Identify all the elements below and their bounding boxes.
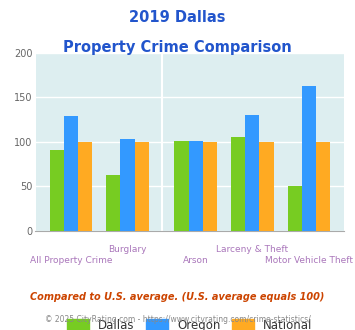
Legend: Dallas, Oregon, National: Dallas, Oregon, National	[67, 319, 312, 330]
Bar	[288, 186, 302, 231]
Bar	[316, 142, 330, 231]
Bar	[64, 116, 78, 231]
Text: © 2025 CityRating.com - https://www.cityrating.com/crime-statistics/: © 2025 CityRating.com - https://www.city…	[45, 315, 310, 324]
Bar	[260, 142, 274, 231]
Text: Motor Vehicle Theft: Motor Vehicle Theft	[265, 256, 353, 265]
Bar	[135, 142, 149, 231]
Text: Property Crime Comparison: Property Crime Comparison	[63, 40, 292, 54]
Bar	[174, 141, 189, 231]
Bar	[231, 137, 245, 231]
Bar	[120, 139, 135, 231]
Bar	[189, 141, 203, 231]
Text: Arson: Arson	[183, 256, 208, 265]
Bar	[302, 86, 316, 231]
Bar	[50, 150, 64, 231]
Bar	[245, 115, 260, 231]
Bar	[106, 175, 120, 231]
Text: Burglary: Burglary	[108, 245, 147, 254]
Text: All Property Crime: All Property Crime	[29, 256, 112, 265]
Bar	[203, 142, 217, 231]
Text: Larceny & Theft: Larceny & Theft	[216, 245, 288, 254]
Bar	[78, 142, 92, 231]
Text: 2019 Dallas: 2019 Dallas	[129, 10, 226, 25]
Text: Compared to U.S. average. (U.S. average equals 100): Compared to U.S. average. (U.S. average …	[30, 292, 325, 302]
